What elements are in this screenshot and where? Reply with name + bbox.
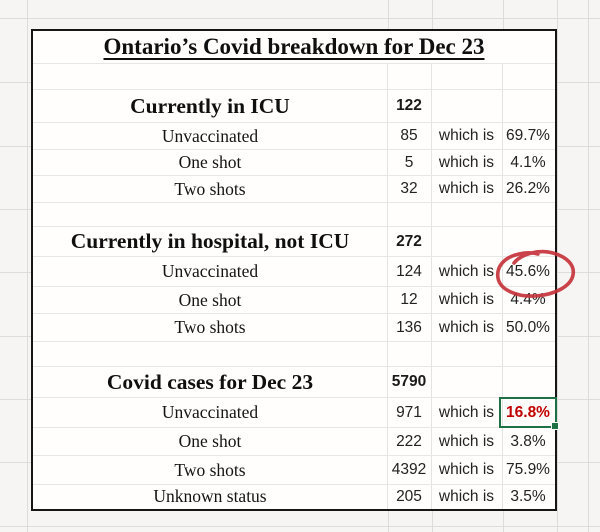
- section2-header-row: Currently in hospital, not ICU 272: [33, 227, 555, 257]
- cell-icu-twoshots-pct[interactable]: 26.2%: [506, 180, 550, 197]
- cell-icu-oneshot-count[interactable]: 5: [404, 153, 414, 171]
- title-row: Ontario’s Covid breakdown for Dec 23: [33, 31, 555, 64]
- cell-icu-unvaccinated-count[interactable]: 85: [400, 127, 418, 144]
- selected-cell-border: [499, 397, 559, 430]
- cell-which-is[interactable]: which is: [438, 403, 495, 421]
- empty-row[interactable]: [33, 342, 555, 367]
- section3-header-row: Covid cases for Dec 23 5790: [33, 367, 555, 398]
- cell-cases-unvaccinated-label[interactable]: Unvaccinated: [161, 402, 259, 422]
- table-row: Unknown status 205 which is 3.5%: [33, 485, 555, 508]
- cell-which-is[interactable]: which is: [438, 432, 495, 450]
- cell-icu-unvaccinated-pct[interactable]: 69.7%: [506, 127, 550, 144]
- cell-hospital-twoshots-count[interactable]: 136: [396, 318, 422, 336]
- cell-cases-unvaccinated-pct-selected[interactable]: 16.8%: [506, 403, 550, 421]
- cell-cases-oneshot-count[interactable]: 222: [396, 432, 422, 450]
- cell-cases-unknown-count[interactable]: 205: [396, 487, 422, 505]
- table-row: One shot 222 which is 3.8%: [33, 428, 555, 456]
- cell-icu-oneshot-label[interactable]: One shot: [178, 152, 242, 172]
- page-title[interactable]: Ontario’s Covid breakdown for Dec 23: [103, 34, 485, 59]
- empty-row[interactable]: [33, 203, 555, 227]
- cell-hospital-twoshots-label[interactable]: Two shots: [174, 317, 246, 337]
- cell-which-is[interactable]: which is: [438, 487, 495, 505]
- cell-which-is[interactable]: which is: [438, 262, 495, 280]
- cell-which-is[interactable]: which is: [438, 461, 495, 478]
- table-row: Unvaccinated 971 which is 16.8%: [33, 398, 555, 428]
- cell-hospital-header[interactable]: Currently in hospital, not ICU: [70, 229, 350, 253]
- empty-row[interactable]: [33, 64, 555, 90]
- fill-handle[interactable]: [551, 422, 559, 430]
- cell-cases-header[interactable]: Covid cases for Dec 23: [106, 369, 314, 394]
- table-row: Two shots 4392 which is 75.9%: [33, 456, 555, 485]
- cell-hospital-unvaccinated-count[interactable]: 124: [396, 262, 422, 280]
- cell-icu-twoshots-count[interactable]: 32: [400, 180, 418, 197]
- cell-hospital-unvaccinated-label[interactable]: Unvaccinated: [161, 261, 259, 281]
- cell-hospital-oneshot-count[interactable]: 12: [400, 291, 418, 308]
- cell-icu-header[interactable]: Currently in ICU: [130, 93, 290, 118]
- cell-which-is[interactable]: which is: [438, 318, 495, 336]
- table-row: Two shots 136 which is 50.0%: [33, 314, 555, 342]
- cell-cases-total[interactable]: 5790: [391, 373, 427, 390]
- cell-icu-oneshot-pct[interactable]: 4.1%: [510, 153, 546, 171]
- cell-cases-unknown-label[interactable]: Unknown status: [153, 486, 267, 506]
- table-row: Two shots 32 which is 26.2%: [33, 176, 555, 203]
- cell-which-is[interactable]: which is: [438, 180, 495, 197]
- cell-cases-twoshots-label[interactable]: Two shots: [174, 459, 246, 480]
- cell-hospital-total[interactable]: 272: [396, 232, 422, 250]
- cell-cases-unvaccinated-count[interactable]: 971: [396, 403, 422, 421]
- table-row: One shot 5 which is 4.1%: [33, 150, 555, 176]
- data-table: Ontario’s Covid breakdown for Dec 23 Cur…: [31, 29, 559, 511]
- cell-icu-twoshots-label[interactable]: Two shots: [174, 178, 246, 199]
- section1-header-row: Currently in ICU 122: [33, 90, 555, 123]
- cell-which-is[interactable]: which is: [438, 127, 495, 144]
- cell-cases-oneshot-pct[interactable]: 3.8%: [510, 432, 546, 450]
- table-row: One shot 12 which is 4.4%: [33, 287, 555, 314]
- cell-icu-unvaccinated-label[interactable]: Unvaccinated: [161, 125, 259, 146]
- cell-hospital-oneshot-label[interactable]: One shot: [178, 289, 242, 310]
- cell-hospital-twoshots-pct[interactable]: 50.0%: [506, 318, 550, 336]
- cell-cases-twoshots-pct[interactable]: 75.9%: [506, 461, 550, 478]
- table-row: Unvaccinated 85 which is 69.7%: [33, 123, 555, 150]
- cell-cases-unknown-pct[interactable]: 3.5%: [510, 487, 546, 505]
- cell-which-is[interactable]: which is: [438, 291, 495, 308]
- cell-cases-oneshot-label[interactable]: One shot: [178, 431, 242, 451]
- cell-cases-twoshots-count[interactable]: 4392: [391, 461, 427, 478]
- cell-which-is[interactable]: which is: [438, 153, 495, 171]
- table-row: Unvaccinated 124 which is 45.6%: [33, 257, 555, 287]
- red-circle-annotation-icon: [495, 249, 576, 298]
- cell-icu-total[interactable]: 122: [396, 97, 422, 114]
- cell-hospital-unvaccinated-pct[interactable]: 45.6%: [506, 262, 550, 280]
